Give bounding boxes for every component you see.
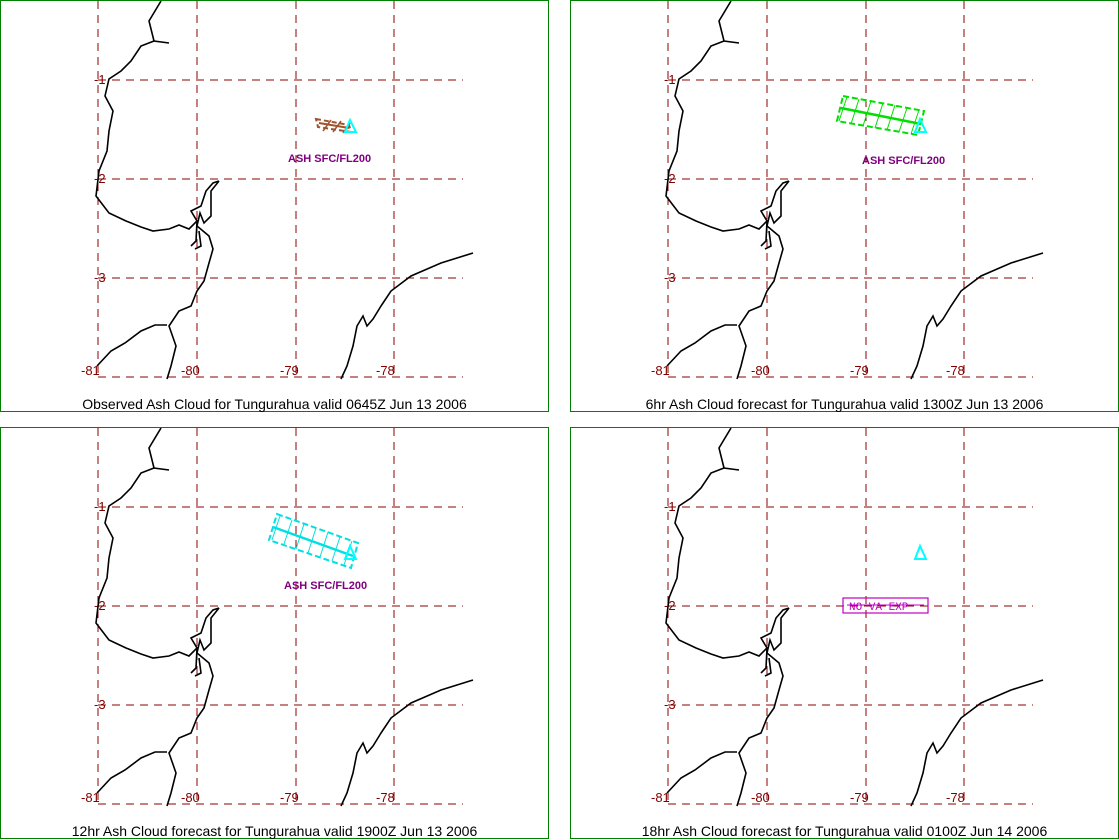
panel-12hr: ASH SFC/FL200 -1 -2 -3 -81 -80 -79 -78 1…	[0, 427, 549, 839]
lat-label: -1	[94, 72, 106, 87]
map-12hr: ASH SFC/FL200 -1 -2 -3 -81 -80 -79 -78	[81, 428, 474, 807]
coastline-segment	[910, 679, 1044, 807]
panel-caption: 12hr Ash Cloud forecast for Tungurahua v…	[71, 823, 478, 839]
map-18hr: NO VA EXP -1 -2 -3 -81 -80 -79 -78	[651, 428, 1044, 807]
volcano-icon	[913, 543, 928, 560]
panel-18hr: NO VA EXP -1 -2 -3 -81 -80 -79 -78 18hr …	[570, 427, 1119, 839]
lon-label: -79	[850, 790, 869, 805]
lat-lon-grid	[97, 1, 463, 378]
coastline-segment	[166, 180, 220, 380]
coastline-segment	[190, 647, 202, 677]
lon-label: -81	[651, 363, 670, 378]
coastline-segment	[760, 647, 772, 677]
coastline-segment	[96, 324, 167, 367]
coastline-segment	[760, 220, 772, 250]
panel-observed: ASH SFC/FL200 -1 -2 -3 -81 -80 -79 -78 O…	[0, 0, 549, 412]
coastline-segment	[340, 252, 474, 380]
lon-label: -78	[946, 790, 965, 805]
coastline-segment	[166, 607, 220, 807]
map-6hr: ASH SFC/FL200 -1 -2 -3 -81 -80 -79 -78	[651, 1, 1044, 380]
ash-layer-label: ASH SFC/FL200	[288, 153, 371, 165]
coastline	[665, 428, 1044, 807]
coastline-segment	[665, 428, 790, 659]
lat-label: -3	[664, 697, 676, 712]
coastline-segment	[736, 180, 790, 380]
ash-cloud-axis	[318, 122, 350, 129]
lon-label: -79	[850, 363, 869, 378]
lon-label: -78	[376, 363, 395, 378]
lon-label: -79	[280, 790, 299, 805]
lon-label: -78	[376, 790, 395, 805]
coastline	[95, 1, 474, 380]
ash-cloud-polygon	[835, 94, 926, 137]
lat-label: -2	[94, 598, 106, 613]
coastline-segment	[95, 1, 220, 232]
panel-caption: Observed Ash Cloud for Tungurahua valid …	[82, 396, 467, 412]
lat-label: -2	[664, 598, 676, 613]
lat-label: -1	[664, 72, 676, 87]
no-va-exp-box: NO VA EXP	[842, 597, 929, 614]
lat-lon-grid	[97, 428, 463, 805]
coastline	[95, 428, 474, 807]
lon-label: -80	[181, 363, 200, 378]
coastline-segment	[666, 751, 737, 794]
lat-label: -2	[94, 171, 106, 186]
lon-label: -81	[651, 790, 670, 805]
lon-label: -81	[81, 790, 100, 805]
coastline-segment	[665, 1, 790, 232]
volcano-icon	[343, 543, 358, 560]
ash-layer-label: ASH SFC/FL200	[284, 580, 367, 592]
coastline-segment	[340, 679, 474, 807]
lat-label: -3	[94, 697, 106, 712]
coastline-segment	[910, 252, 1044, 380]
lat-lon-grid	[667, 428, 1033, 805]
lon-label: -78	[946, 363, 965, 378]
panel-caption: 18hr Ash Cloud forecast for Tungurahua v…	[641, 823, 1048, 839]
panel-caption: 6hr Ash Cloud forecast for Tungurahua va…	[645, 396, 1044, 412]
lat-label: -1	[94, 499, 106, 514]
ash-cloud-polygon	[267, 512, 360, 570]
ash-cloud-axis	[840, 106, 922, 126]
lat-label: -3	[664, 270, 676, 285]
lat-label: -2	[664, 171, 676, 186]
coastline-segment	[95, 428, 220, 659]
ash-layer-label: ASH SFC/FL200	[862, 155, 945, 167]
lon-label: -80	[751, 363, 770, 378]
lon-label: -81	[81, 363, 100, 378]
coastline-segment	[190, 220, 202, 250]
map-observed: ASH SFC/FL200 -1 -2 -3 -81 -80 -79 -78	[81, 1, 474, 380]
lat-label: -3	[94, 270, 106, 285]
coastline-segment	[96, 751, 167, 794]
lon-label: -80	[751, 790, 770, 805]
volcano-icon	[343, 117, 358, 133]
ash-cloud	[835, 94, 926, 137]
coastline-segment	[736, 607, 790, 807]
volcano-icon	[913, 116, 928, 133]
panel-6hr: ASH SFC/FL200 -1 -2 -3 -81 -80 -79 -78 6…	[570, 0, 1119, 412]
no-va-exp-label: NO VA EXP	[849, 602, 909, 614]
lat-label: -1	[664, 499, 676, 514]
coastline	[665, 1, 1044, 380]
coastline-segment	[666, 324, 737, 367]
lon-label: -79	[280, 363, 299, 378]
lat-lon-grid	[667, 1, 1033, 378]
lon-label: -80	[181, 790, 200, 805]
ash-cloud-axis	[272, 525, 354, 558]
